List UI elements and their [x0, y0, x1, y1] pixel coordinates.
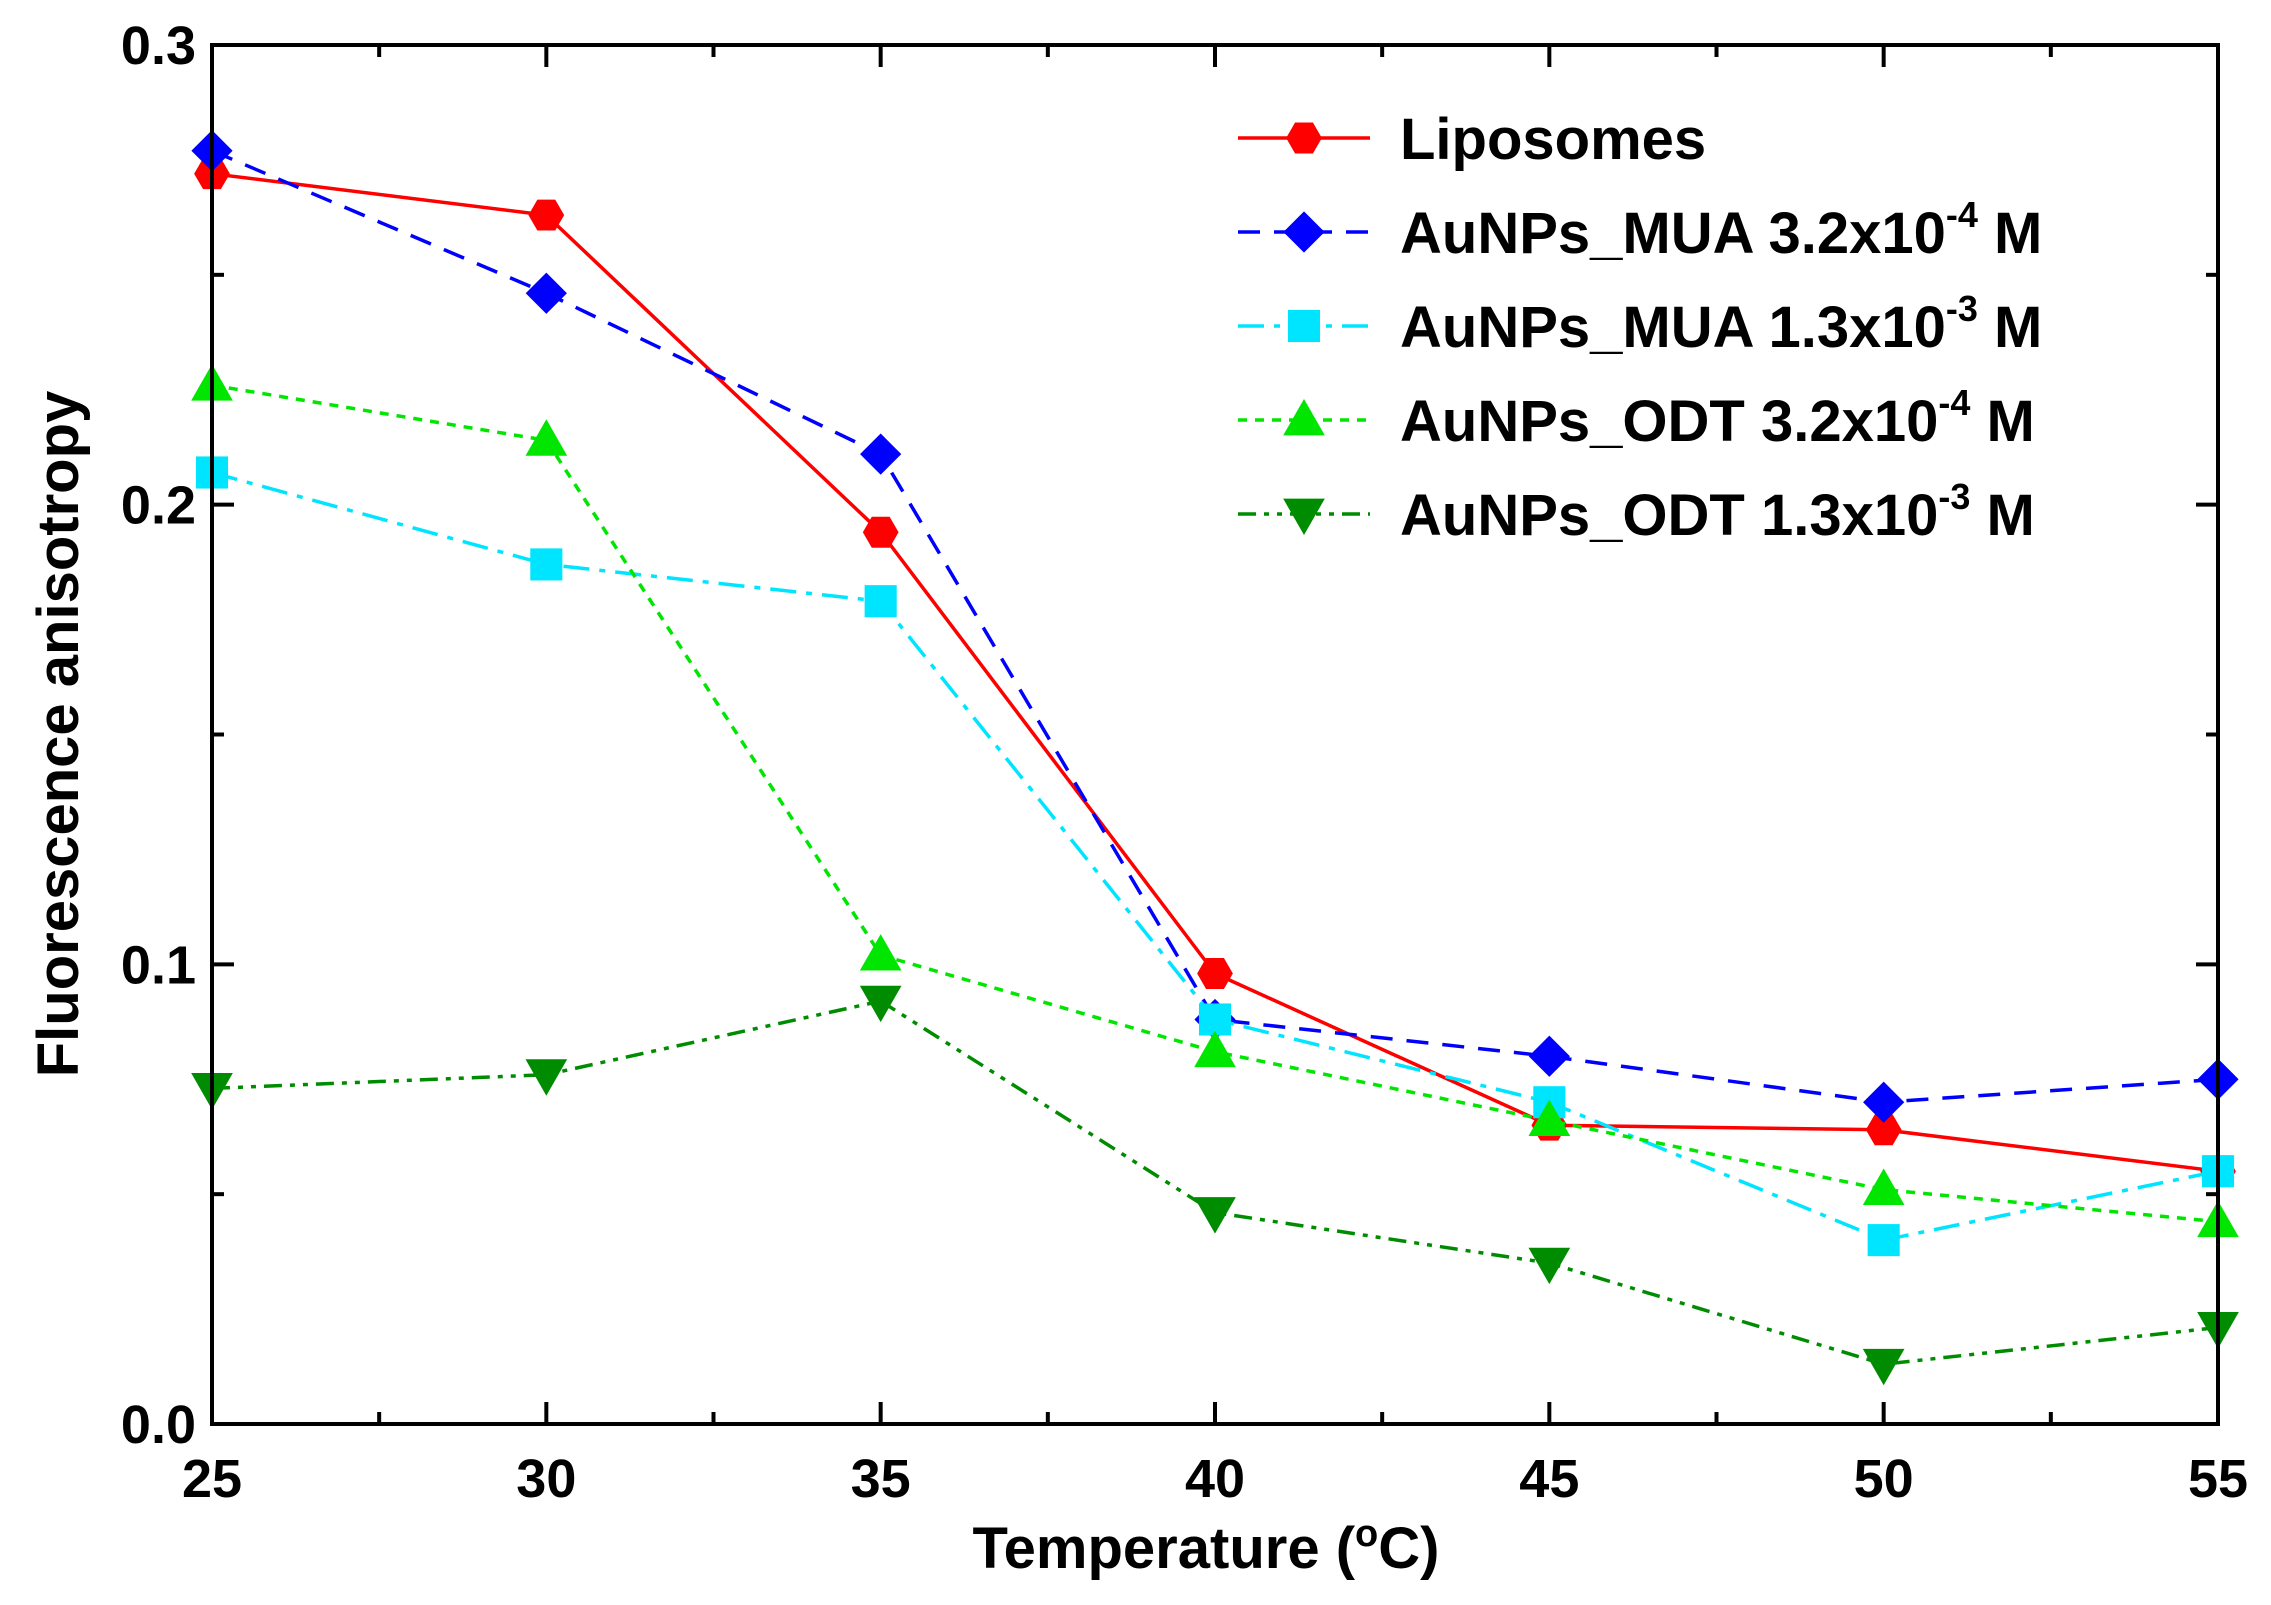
legend-label: AuNPs_MUA 3.2x10-4 M [1400, 194, 2042, 266]
x-tick-label: 50 [1854, 1449, 1914, 1509]
data-point [530, 548, 563, 581]
data-point [859, 934, 902, 971]
x-tick-label: 55 [2188, 1449, 2248, 1509]
legend-marker [1286, 122, 1322, 154]
x-axis-title-main: Temperature ( [973, 1516, 1356, 1581]
legend-label-main: Liposomes [1400, 107, 1706, 172]
y-axis-title: Fluorescence anisotropy [26, 391, 91, 1078]
data-point [528, 199, 565, 231]
legend-item: AuNPs_ODT 1.3x10-3 M [1238, 476, 2035, 548]
data-point [1528, 1035, 1570, 1077]
legend-marker [1287, 309, 1321, 343]
data-point [1528, 1099, 1571, 1137]
legend-label: AuNPs_ODT 3.2x10-4 M [1400, 382, 2035, 454]
data-point [859, 985, 902, 1023]
legend-marker [1283, 498, 1325, 536]
x-tick-label: 40 [1185, 1449, 1245, 1509]
y-tick-label: 0.3 [121, 16, 196, 76]
x-axis-title-unit: C) [1378, 1516, 1439, 1581]
legend-label-main: AuNPs_ODT 3.2x10 [1400, 389, 1938, 454]
data-point [1194, 1197, 1236, 1234]
data-point [1194, 1030, 1236, 1068]
legend-label-main: AuNPs_ODT 1.3x10 [1400, 483, 1938, 548]
series-layer [191, 130, 2239, 1386]
legend-label-exponent: -3 [1946, 288, 1978, 329]
legend-marker [1283, 211, 1325, 253]
series-4 [191, 364, 2239, 1238]
legend-label-unit: M [1970, 389, 2034, 454]
data-point [1867, 1224, 1900, 1257]
legend-label-exponent: -4 [1938, 382, 1970, 423]
data-point [1863, 1081, 1905, 1123]
y-tick-label: 0.1 [121, 935, 196, 995]
data-point [525, 272, 567, 314]
labels-layer: 25 30 35 40 45 50 55 0.0 0.1 0.2 0.3 [121, 16, 2248, 1509]
ticks-layer [210, 43, 2220, 1426]
data-point [525, 1059, 568, 1096]
series-line [211, 470, 2219, 1242]
legend-label-unit: M [1978, 295, 2042, 360]
data-point [860, 433, 902, 475]
series-5 [191, 985, 2239, 1386]
y-tick-label: 0.2 [121, 476, 196, 536]
legend-item: AuNPs_MUA 1.3x10-3 M [1238, 288, 2042, 360]
data-point [862, 516, 899, 548]
x-tick-label: 35 [851, 1449, 911, 1509]
legend-item: AuNPs_ODT 3.2x10-4 M [1238, 382, 2035, 454]
legend-item: AuNPs_MUA 3.2x10-4 M [1238, 194, 2042, 266]
x-axis-title: Temperature (oC) [973, 1513, 1440, 1581]
legend-label: AuNPs_ODT 1.3x10-3 M [1400, 476, 2035, 548]
legend-item: Liposomes [1238, 107, 1706, 172]
legend-label-exponent: -3 [1938, 476, 1970, 517]
x-axis-title-degree: o [1355, 1513, 1378, 1555]
y-tick-label: 0.0 [121, 1395, 196, 1455]
data-point [525, 419, 568, 456]
data-point [1197, 958, 1233, 989]
x-tick-label: 45 [1519, 1449, 1579, 1509]
legend-label-unit: M [1978, 201, 2042, 266]
data-point [864, 585, 897, 618]
data-point [1862, 1348, 1905, 1386]
data-point [1865, 1114, 1902, 1146]
data-point [1862, 1168, 1905, 1205]
data-point [1528, 1247, 1571, 1285]
legend-label: Liposomes [1400, 107, 1706, 172]
data-point [1198, 1003, 1232, 1036]
legend-label-unit: M [1970, 483, 2034, 548]
legend-label-main: AuNPs_MUA 3.2x10 [1400, 201, 1946, 266]
x-tick-label: 30 [516, 1449, 576, 1509]
legend-label: AuNPs_MUA 1.3x10-3 M [1400, 288, 2042, 360]
legend-label-exponent: -4 [1946, 194, 1978, 235]
legend-marker [1283, 398, 1325, 436]
x-tick-label: 25 [182, 1449, 242, 1509]
legend-label-main: AuNPs_MUA 1.3x10 [1400, 295, 1946, 360]
